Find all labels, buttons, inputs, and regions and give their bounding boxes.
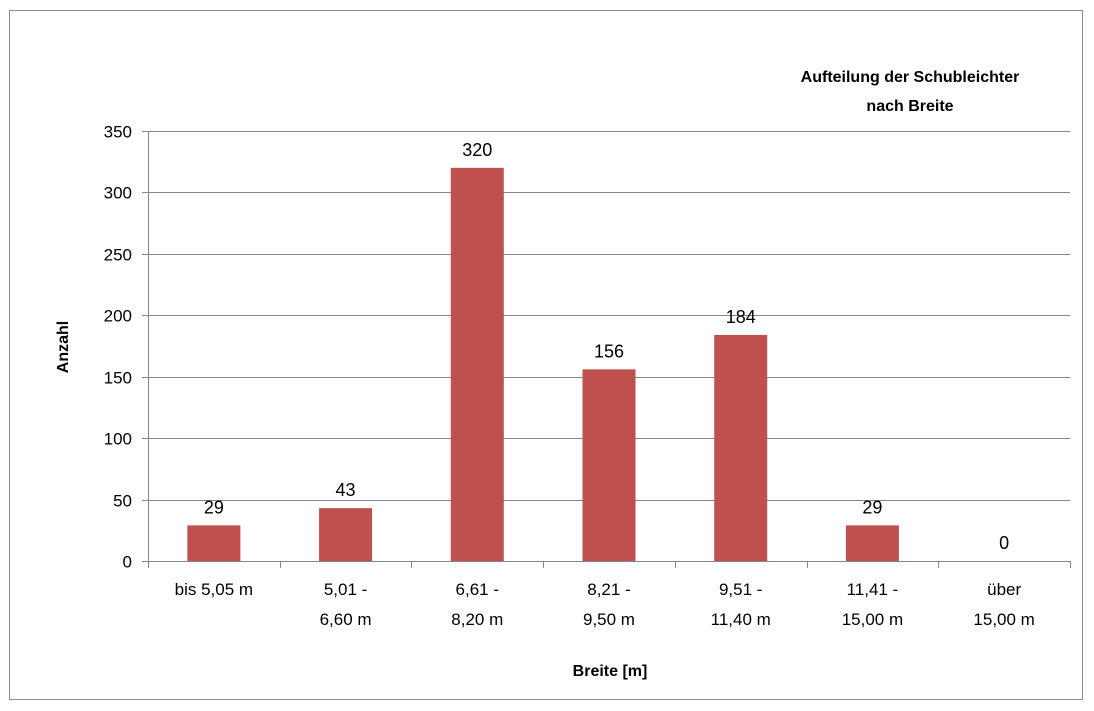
labels: 0 50 100 150 200 250 300 350 29 43 320 156 184 29 0 bis… (104, 123, 1035, 630)
data-label: 320 (462, 140, 492, 160)
x-tick-label: über 15,00 m (973, 580, 1034, 629)
x-tick-label: 6,61 -8,20 m (451, 580, 503, 629)
bar (187, 525, 241, 561)
chart-frame (9, 10, 1083, 700)
x-tick-label: bis 5,05 m (175, 580, 253, 599)
bar (582, 369, 636, 561)
bar (714, 334, 768, 561)
data-label: 0 (999, 533, 1009, 553)
y-tick-label: 300 (104, 184, 132, 203)
y-tick-label: 0 (123, 553, 132, 572)
x-tick-label: 5,01 -6,60 m (320, 580, 372, 629)
y-tick-label: 350 (104, 123, 132, 142)
x-tick-label: 8,21 -9,50 m (583, 580, 635, 629)
x-tick-label: 9,51 -11,40 m (711, 580, 771, 629)
data-label: 29 (204, 497, 224, 517)
x-axis-title: Breite [m] (573, 663, 648, 680)
bar (450, 167, 504, 561)
bar (845, 525, 899, 561)
axes (142, 131, 1071, 568)
data-label: 29 (862, 497, 882, 517)
y-tick-label: 50 (113, 492, 132, 511)
y-tick-label: 100 (104, 430, 132, 449)
bar (319, 508, 373, 561)
y-tick-label: 250 (104, 246, 132, 265)
data-label: 156 (594, 341, 624, 361)
data-label: 184 (726, 307, 756, 327)
gridlines (148, 131, 1070, 501)
bars (187, 167, 899, 561)
chart-title: Aufteilung der Schubleichter nach Breite (801, 69, 1020, 115)
y-axis-title: Anzahl (55, 321, 72, 373)
y-tick-label: 150 (104, 369, 132, 388)
data-label: 43 (336, 480, 356, 500)
x-tick-label: 11,41 -15,00 m (842, 580, 903, 629)
y-tick-label: 200 (104, 307, 132, 326)
